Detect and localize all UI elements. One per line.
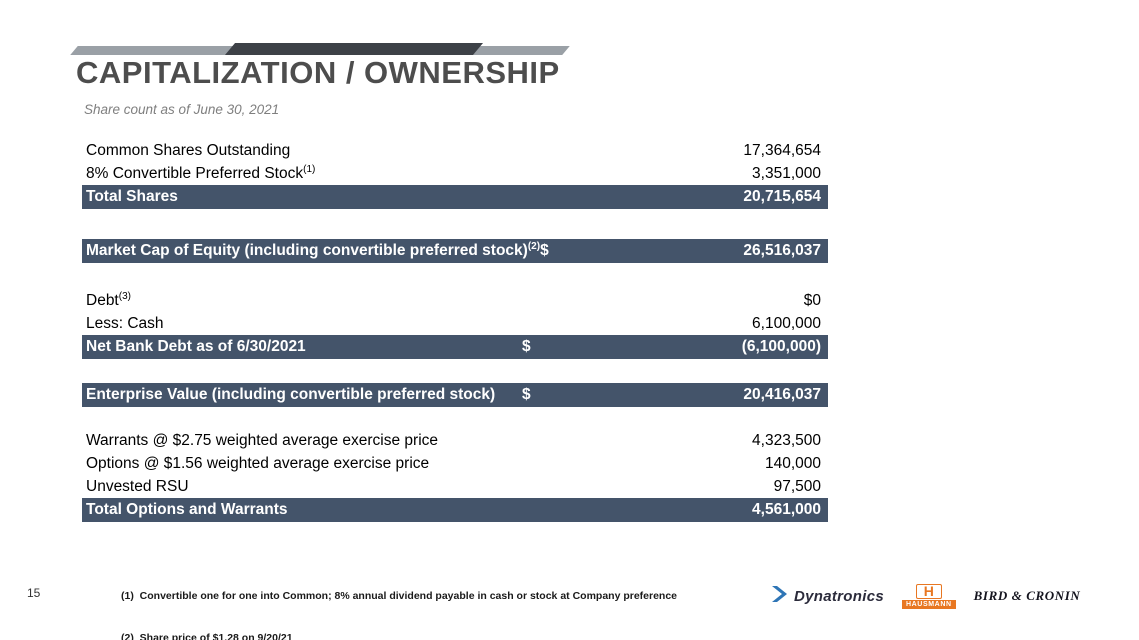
row-label: Less: Cash <box>86 314 164 332</box>
row-market-cap-of-equity: Market Cap of Equity (including converti… <box>82 239 828 263</box>
row-convertible-preferred-stock: 8% Convertible Preferred Stock(1) 3,351,… <box>82 162 828 185</box>
row-value: 140,000 <box>764 454 821 472</box>
row-label: Enterprise Value (including convertible … <box>86 386 496 403</box>
row-value: 26,516,037 <box>743 242 821 259</box>
row-label: Warrants @ $2.75 weighted average exerci… <box>86 431 439 449</box>
capitalization-table: Common Shares Outstanding 17,364,654 8% … <box>82 139 828 522</box>
spacer <box>82 209 828 239</box>
row-warrants: Warrants @ $2.75 weighted average exerci… <box>82 429 828 452</box>
footnotes: (1) Convertible one for one into Common;… <box>121 561 677 640</box>
hausmann-logo: H HAUSMANN <box>902 583 956 609</box>
row-dollar: $ <box>522 386 531 403</box>
row-enterprise-value: Enterprise Value (including convertible … <box>82 383 828 407</box>
row-value: (6,100,000) <box>741 338 821 355</box>
row-dollar: $ <box>540 242 549 259</box>
page-number: 15 <box>27 586 41 600</box>
row-less-cash: Less: Cash 6,100,000 <box>82 312 828 335</box>
row-label: Net Bank Debt as of 6/30/2021 <box>86 338 306 355</box>
row-label: Market Cap of Equity (including converti… <box>86 240 541 259</box>
row-label: Debt(3) <box>86 290 131 309</box>
decoration-bar-dark <box>224 43 484 55</box>
row-label: Options @ $1.56 weighted average exercis… <box>86 454 430 472</box>
hausmann-h-icon: H <box>915 583 942 599</box>
hausmann-wordmark: HAUSMANN <box>902 599 956 609</box>
footnote-1: (1) Convertible one for one into Common;… <box>121 590 678 602</box>
dynatronics-wordmark: Dynatronics <box>794 587 884 605</box>
dynatronics-logo: Dynatronics <box>770 585 884 607</box>
row-label: 8% Convertible Preferred Stock(1) <box>86 163 316 182</box>
page-title: CAPITALIZATION / OWNERSHIP <box>76 55 560 90</box>
row-total-options-and-warrants: Total Options and Warrants 4,561,000 <box>82 498 828 522</box>
dynatronics-arrow-icon <box>770 585 790 607</box>
logo-strip: Dynatronics H HAUSMANN BIRD & CRONIN <box>770 582 1080 610</box>
subtitle: Share count as of June 30, 2021 <box>84 102 280 117</box>
row-value: 20,416,037 <box>743 386 821 403</box>
row-label: Total Shares <box>86 188 178 205</box>
row-value: $0 <box>803 291 821 309</box>
row-unvested-rsu: Unvested RSU 97,500 <box>82 475 828 498</box>
row-dollar: $ <box>522 338 531 355</box>
footnote-2: (2) Share price of $1.28 on 9/20/21 <box>121 632 293 640</box>
row-label: Common Shares Outstanding <box>86 141 291 159</box>
row-value: 4,561,000 <box>752 501 821 518</box>
row-value: 3,351,000 <box>752 164 821 182</box>
row-value: 97,500 <box>773 477 821 495</box>
row-value: 6,100,000 <box>752 314 821 332</box>
row-total-shares: Total Shares 20,715,654 <box>82 185 828 209</box>
row-value: 20,715,654 <box>743 188 821 205</box>
row-common-shares-outstanding: Common Shares Outstanding 17,364,654 <box>82 139 828 162</box>
row-value: 17,364,654 <box>743 141 821 159</box>
spacer <box>82 407 828 429</box>
spacer <box>82 359 828 383</box>
row-net-bank-debt: Net Bank Debt as of 6/30/2021 $ (6,100,0… <box>82 335 828 359</box>
row-options: Options @ $1.56 weighted average exercis… <box>82 452 828 475</box>
row-debt: Debt(3) $0 <box>82 289 828 312</box>
row-label: Unvested RSU <box>86 477 189 495</box>
spacer <box>82 263 828 289</box>
bird-cronin-logo: BIRD & CRONIN <box>973 588 1081 603</box>
row-label: Total Options and Warrants <box>86 501 288 518</box>
row-value: 4,323,500 <box>752 431 821 449</box>
